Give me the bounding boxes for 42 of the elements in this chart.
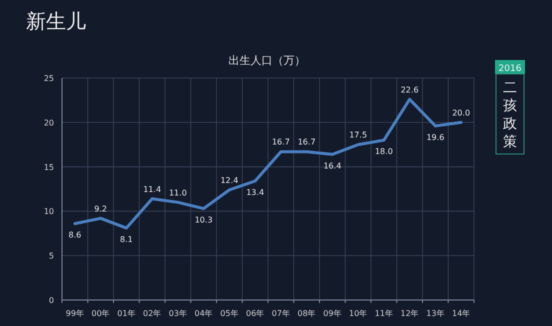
text: 2016 [498,64,522,74]
x-tick-label: 03年 [168,309,187,318]
y-tick-label: 5 [48,252,54,261]
chart-title: 新生儿 [26,9,86,33]
data-label: 17.5 [349,130,368,140]
data-label: 16.7 [298,138,316,147]
x-tick-label: 07年 [272,309,290,318]
y-tick-label: 15 [44,162,54,172]
data-label: 13.4 [246,188,264,198]
data-label: 10.3 [194,216,213,225]
data-label: 19.6 [426,132,444,142]
data-label: 8.1 [120,235,133,244]
y-tick-label: 0 [48,296,54,305]
text: 二孩政策 [503,80,517,150]
x-tick-label: 05年 [220,309,238,318]
data-label: 16.7 [272,138,290,147]
data-label: 11.4 [143,184,162,194]
x-tick-label: 06年 [246,309,264,318]
data-label: 18.0 [374,147,393,156]
data-label: 22.6 [400,85,419,94]
x-tick-label: 99年 [66,309,84,318]
y-tick-label: 10 [44,207,54,216]
x-tick-label: 14年 [452,309,470,318]
data-label: 16.4 [323,161,342,170]
x-tick-label: 02年 [143,309,162,318]
x-tick-label: 08年 [298,309,316,318]
data-label: 9.2 [94,204,107,214]
x-tick-label: 10年 [349,309,368,318]
y-tick-label: 25 [44,74,54,83]
chart-subtitle: 出生人口（万） [228,54,306,67]
data-label: 20.0 [452,108,470,118]
data-label: 12.4 [220,176,238,185]
x-tick-label: 13年 [426,309,444,318]
x-tick-label: 04年 [194,309,213,318]
data-label: 11.0 [168,188,187,198]
data-label: 8.6 [68,230,82,240]
x-tick-label: 09年 [323,309,342,318]
y-tick-label: 20 [44,118,54,128]
x-tick-label: 01年 [117,309,136,318]
x-tick-label: 12年 [400,309,419,318]
x-tick-label: 11年 [374,309,393,318]
x-tick-label: 00年 [92,309,110,318]
